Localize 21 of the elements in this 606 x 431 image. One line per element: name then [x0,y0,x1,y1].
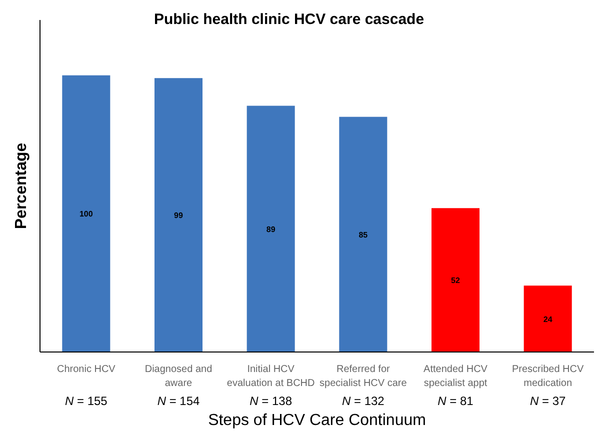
data-label: 99 [174,211,184,220]
bar [62,75,110,352]
bar [154,78,203,352]
chart-title: Public health clinic HCV care cascade [154,11,424,28]
data-label: 24 [543,314,553,324]
x-tick-label: Attended HCV specialist appt N = 81 [424,364,488,408]
bar [524,286,572,352]
category-label: Chronic HCV N = 155 [56,364,116,408]
y-axis-title: Percentage [13,142,30,230]
x-tick-label: Diagnosed and aware N = 154 [144,364,212,408]
bar [431,208,480,352]
x-axis-title: Steps of HCV Care Continuum [208,412,426,429]
x-tick-label: Prescribed HCV medication N = 37 [512,364,584,408]
x-tick-label: Initial HCV evaluation at BCHD N = 138 [226,364,315,408]
bar [339,116,388,352]
data-label: 89 [266,224,276,234]
bar [246,106,295,352]
x-tick-label: Referred for specialist HCV care N = 132 [320,364,408,408]
data-label: 100 [79,210,94,219]
data-label: 52 [451,276,460,286]
data-label: 85 [358,230,368,240]
